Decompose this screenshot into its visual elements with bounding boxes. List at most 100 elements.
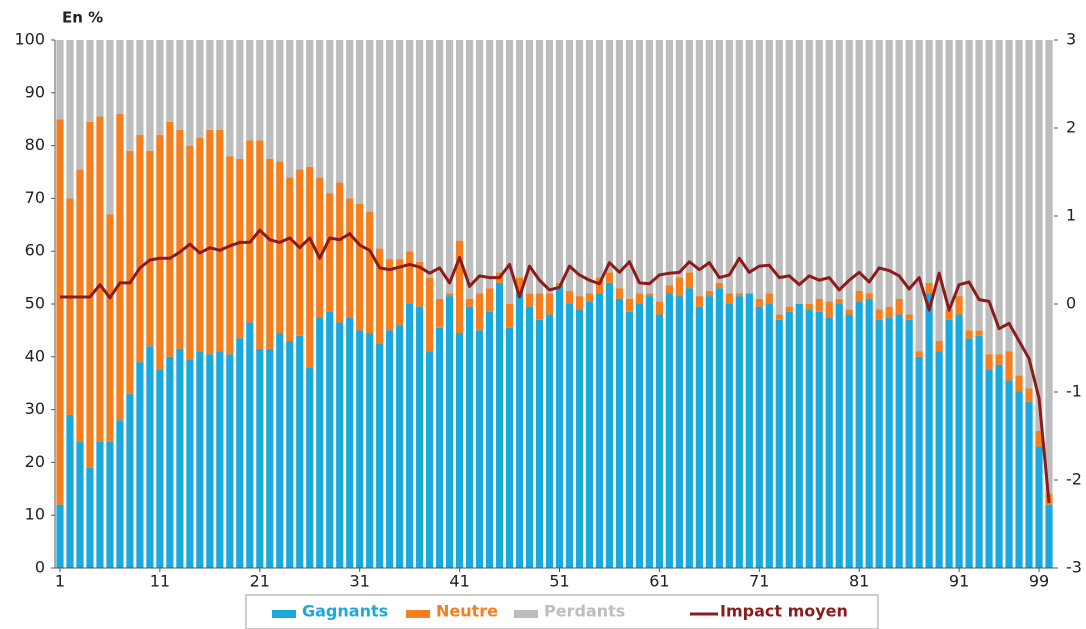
bar-segment — [615, 298, 624, 568]
bar-segment — [515, 277, 524, 294]
bar-segment — [426, 277, 434, 352]
bar-segment — [735, 296, 743, 568]
bar-segment — [136, 362, 144, 568]
bar-segment — [735, 40, 743, 294]
bar-segment — [855, 301, 863, 568]
bar-segment — [196, 137, 204, 352]
bar-segment — [1045, 40, 1053, 495]
bar-segment — [485, 311, 494, 568]
bar-segment — [306, 367, 314, 568]
bar-segment — [56, 40, 64, 120]
bar-segment — [685, 272, 693, 289]
bar-segment — [126, 40, 134, 151]
bar-segment — [935, 351, 943, 568]
bar-segment — [396, 325, 404, 568]
bar-segment — [835, 298, 843, 304]
bar-segment — [795, 40, 803, 304]
bar-segment — [615, 40, 624, 289]
bar-segment — [985, 354, 993, 370]
bar-segment — [555, 285, 564, 568]
bar-segment — [835, 304, 843, 568]
bar-segment — [725, 293, 733, 304]
bar-segment — [66, 414, 74, 568]
bar-segment — [376, 40, 384, 249]
bar-segment — [655, 301, 663, 315]
bar-segment — [56, 119, 64, 505]
bar-segment — [825, 301, 833, 318]
bar-segment — [376, 248, 384, 344]
bar-segment — [715, 282, 723, 289]
bar-segment — [475, 40, 484, 294]
bar-segment — [156, 135, 164, 370]
bar-segment — [426, 351, 434, 568]
bar-segment — [575, 296, 584, 310]
bar-segment — [625, 298, 634, 312]
bar-segment — [885, 317, 893, 568]
bar-segment — [595, 40, 604, 278]
x-tick-label: 81 — [849, 572, 869, 591]
bar-segment — [955, 296, 963, 315]
bar-segment — [705, 40, 713, 291]
bar-segment — [1015, 375, 1023, 392]
bar-segment — [475, 330, 484, 568]
bar-segment — [765, 40, 773, 294]
bar-segment — [86, 467, 94, 568]
bar-segment — [166, 121, 174, 357]
bar-segment — [965, 40, 973, 331]
bar-segment — [216, 351, 224, 568]
bar-segment — [875, 40, 883, 310]
bar-segment — [925, 40, 933, 283]
legend-label: Neutre — [436, 602, 498, 621]
bar-segment — [1025, 40, 1033, 389]
bar-segment — [146, 346, 154, 568]
bar-segment — [406, 304, 414, 568]
bar-segment — [196, 40, 204, 138]
bar-segment — [246, 140, 254, 323]
bar-segment — [565, 40, 574, 291]
bar-segment — [525, 40, 534, 294]
bar-segment — [525, 293, 534, 307]
bar-segment — [745, 40, 753, 294]
bar-segment — [386, 330, 394, 568]
bar-segment — [785, 40, 793, 307]
bar-segment — [695, 40, 703, 297]
bar-segment — [306, 166, 314, 368]
bar-segment — [226, 40, 234, 157]
bar-segment — [446, 296, 454, 568]
bar-segment — [1015, 40, 1023, 376]
bar-segment — [535, 319, 544, 568]
bar-segment — [376, 343, 384, 568]
bar-segment — [186, 359, 194, 568]
bar-segment — [495, 282, 504, 568]
bar-segment — [725, 40, 733, 294]
bar-segment — [645, 40, 654, 294]
bar-segment — [585, 40, 594, 294]
bar-segment — [455, 333, 464, 568]
bar-segment — [416, 261, 424, 307]
bar-segment — [805, 309, 813, 568]
legend-box — [245, 594, 879, 629]
bar-segment — [985, 40, 993, 355]
bar-segment — [855, 40, 863, 291]
bar-segment — [715, 288, 723, 568]
bar-segment — [1025, 388, 1033, 402]
y-tick-label: 20 — [25, 452, 45, 471]
bar-segment — [396, 259, 404, 326]
bar-segment — [96, 40, 104, 117]
bar-segment — [236, 158, 244, 339]
bar-segment — [635, 304, 644, 568]
bar-segment — [186, 145, 194, 360]
bar-segment — [366, 211, 374, 334]
y-tick-label: 80 — [25, 135, 45, 154]
bar-segment — [465, 306, 474, 568]
bar-segment — [725, 304, 733, 568]
bar-segment — [715, 40, 723, 283]
bar-segment — [915, 356, 923, 568]
bar-segment — [665, 293, 673, 568]
y2-tick-label: 2 — [1066, 118, 1076, 137]
bar-segment — [645, 293, 654, 297]
bar-segment — [146, 40, 154, 151]
bar-segment — [176, 40, 184, 130]
bar-segment — [106, 214, 114, 442]
bar-segment — [156, 370, 164, 568]
